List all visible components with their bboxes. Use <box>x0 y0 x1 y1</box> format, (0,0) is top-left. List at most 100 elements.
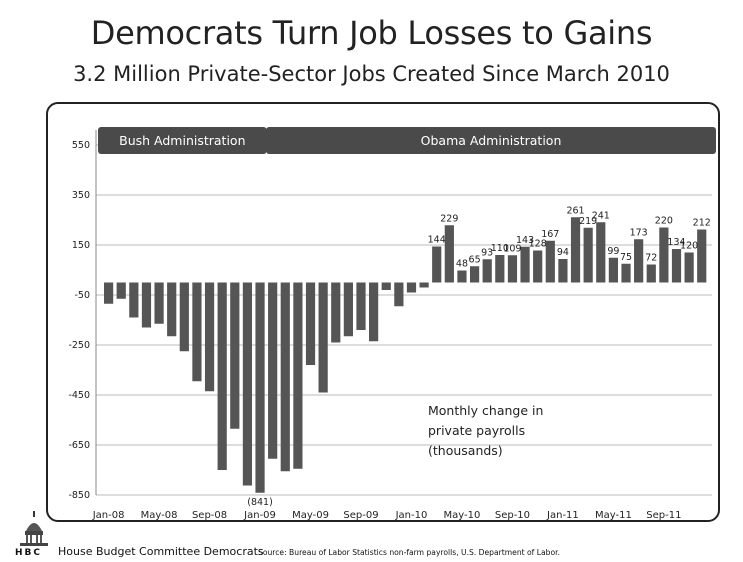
bar <box>167 282 177 337</box>
bar <box>671 249 682 283</box>
data-label: 75 <box>620 252 632 263</box>
bar <box>255 282 265 493</box>
y-tick-label: -650 <box>68 440 90 451</box>
bar <box>369 282 379 342</box>
x-tick-label: May-10 <box>444 510 481 521</box>
x-tick-label: Jan-08 <box>92 510 125 521</box>
bar <box>179 282 189 352</box>
bar <box>141 282 152 328</box>
data-label: 128 <box>529 239 547 250</box>
bar <box>280 282 290 472</box>
administration-band <box>266 127 716 154</box>
bar <box>608 257 618 283</box>
data-label: (841) <box>247 497 273 508</box>
bar <box>419 282 429 288</box>
data-label: 241 <box>592 210 610 221</box>
data-label: 99 <box>607 246 619 257</box>
data-label: 167 <box>541 229 559 240</box>
hbc-logo-text: HBC <box>15 548 42 558</box>
y-tick-label: 550 <box>72 140 90 151</box>
data-label: 93 <box>481 247 493 258</box>
data-label: 109 <box>503 243 521 254</box>
chart-subtitle: 3.2 Million Private-Sector Jobs Created … <box>73 62 670 86</box>
bar <box>217 282 227 470</box>
y-tick-label: -250 <box>68 340 90 351</box>
chart-annotation: private payrolls <box>428 423 525 438</box>
bar <box>583 227 593 283</box>
capitol-dome-icon <box>20 511 48 546</box>
data-label: 229 <box>440 213 458 224</box>
bar <box>457 270 467 283</box>
band-label: Bush Administration <box>119 133 245 148</box>
bar <box>318 282 328 393</box>
bar <box>558 259 568 283</box>
data-label: 143 <box>516 235 534 246</box>
bar <box>381 282 391 290</box>
data-label: 219 <box>579 216 597 227</box>
bar <box>697 229 707 283</box>
bar <box>533 250 543 283</box>
x-tick-label: Jan-10 <box>395 510 428 521</box>
chart-annotation: (thousands) <box>428 443 503 458</box>
bar <box>646 264 656 283</box>
bar <box>204 282 215 392</box>
y-tick-label: -850 <box>68 490 90 501</box>
data-label: 120 <box>680 241 698 252</box>
y-tick-label: 350 <box>72 190 90 201</box>
data-label: 110 <box>491 243 509 254</box>
data-label: 134 <box>667 237 685 248</box>
x-tick-label: Sep-11 <box>646 510 681 521</box>
bar <box>684 252 694 283</box>
bar <box>634 239 644 283</box>
data-label: 212 <box>693 218 711 229</box>
footer-org: House Budget Committee Democrats <box>58 545 264 558</box>
bar <box>268 282 278 459</box>
y-tick-label: 150 <box>72 240 90 251</box>
data-label: 48 <box>456 259 468 270</box>
bar <box>495 255 505 283</box>
bar <box>507 255 518 283</box>
bar <box>659 227 669 283</box>
administration-band <box>98 127 267 154</box>
x-tick-label: Sep-08 <box>192 510 227 521</box>
x-tick-label: Sep-10 <box>495 510 530 521</box>
bar <box>520 246 530 283</box>
bar <box>343 282 353 337</box>
bar <box>129 282 139 318</box>
footer-source: Source: Bureau of Labor Statistics non-f… <box>258 548 560 557</box>
bar <box>469 266 480 283</box>
data-label: 72 <box>645 253 657 264</box>
bar <box>406 282 417 293</box>
bar <box>482 259 492 283</box>
bar <box>621 263 631 283</box>
data-label: 220 <box>655 216 673 227</box>
x-tick-label: May-11 <box>595 510 632 521</box>
x-tick-label: May-09 <box>292 510 329 521</box>
chart-annotation: Monthly change in <box>428 403 543 418</box>
bar <box>305 282 316 365</box>
data-label: 173 <box>630 227 648 238</box>
y-tick-label: -450 <box>68 390 90 401</box>
x-tick-label: Sep-09 <box>343 510 378 521</box>
x-tick-label: Jan-09 <box>243 510 276 521</box>
data-label: 94 <box>557 247 569 258</box>
data-label: 261 <box>566 205 584 216</box>
bar <box>116 282 126 299</box>
bar <box>104 282 114 304</box>
bar <box>596 222 606 283</box>
x-tick-label: Jan-11 <box>546 510 579 521</box>
chart-title: Democrats Turn Job Losses to Gains <box>90 14 653 52</box>
data-label: 144 <box>428 235 446 246</box>
bar <box>444 225 454 283</box>
bar <box>192 282 202 382</box>
y-tick-label: -50 <box>74 290 90 301</box>
bar <box>154 282 164 324</box>
band-label: Obama Administration <box>421 133 562 148</box>
bar <box>394 282 404 307</box>
bar <box>570 217 581 283</box>
x-tick-label: May-08 <box>141 510 178 521</box>
bar <box>293 282 303 469</box>
data-label: 65 <box>469 254 481 265</box>
bar <box>432 246 442 283</box>
